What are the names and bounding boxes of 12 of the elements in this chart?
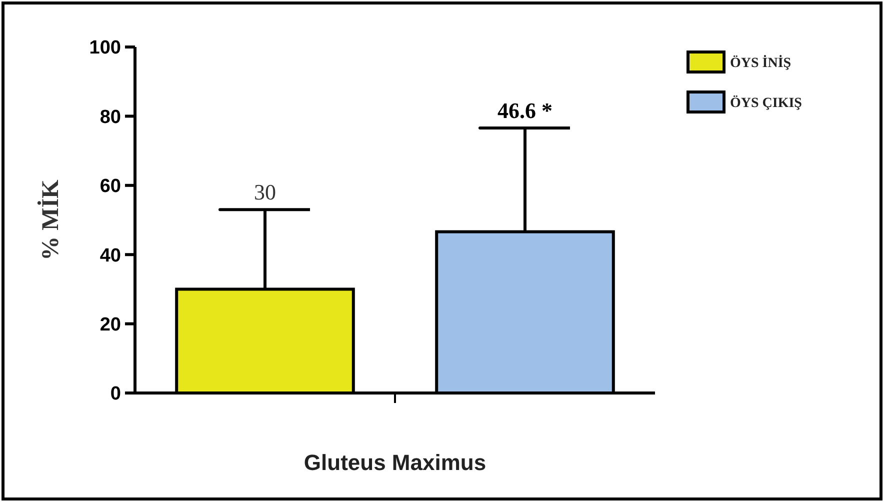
- y-tick-label: 0: [110, 384, 121, 405]
- y-tick-label: 20: [100, 314, 121, 336]
- y-tick-label: 100: [89, 38, 121, 59]
- y-tick-label: 80: [100, 106, 121, 128]
- annotation: 30: [254, 180, 276, 205]
- y-tick-label: 40: [100, 245, 121, 266]
- legend-label: ÖYS İNİŞ: [730, 54, 792, 71]
- y-axis-title: % MİK: [37, 179, 64, 260]
- annotation: 46.6 *: [498, 98, 552, 123]
- x-axis-title: Gluteus Maximus: [304, 450, 486, 475]
- legend-label: ÖYS ÇIKIŞ: [730, 94, 802, 111]
- y-tick-label: 60: [100, 176, 121, 198]
